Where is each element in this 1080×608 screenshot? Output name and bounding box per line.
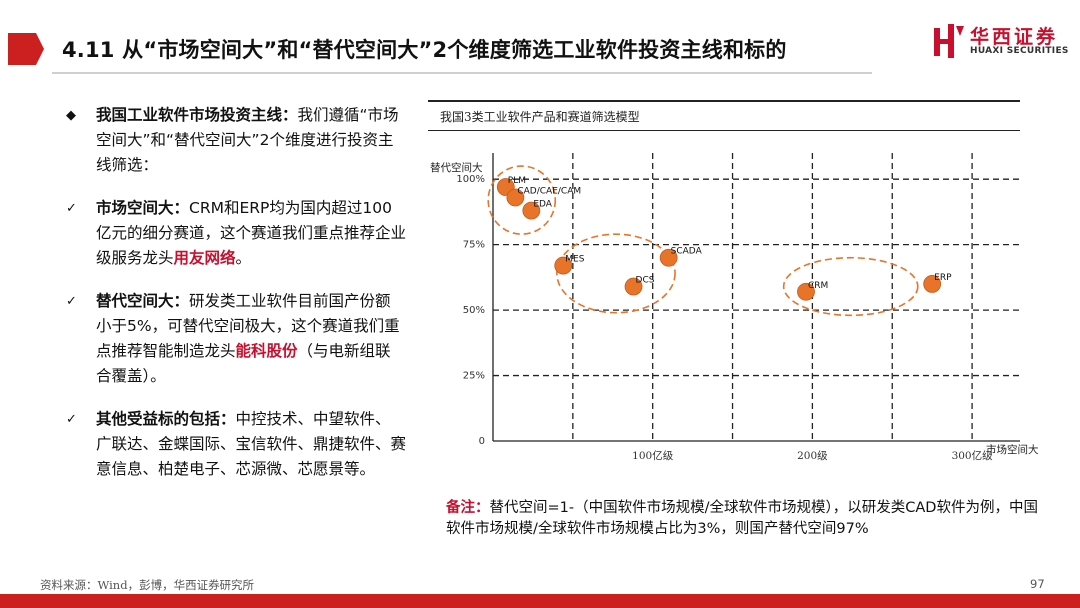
check-bullet-icon: ✓ xyxy=(66,201,77,216)
bullet-item: ✓ 其他受益标的包括：中控技术、中望软件、广联达、金蝶国际、宝信软件、鼎捷软件、… xyxy=(66,407,406,482)
y-tick-label: 0 xyxy=(479,436,485,447)
bullet-text: 研发类工业软件目前国产份额小于5%，可替代空间极大，这个赛道我们重点推荐智能制造… xyxy=(96,292,400,360)
logo-text-en: HUAXI SECURITIES xyxy=(970,46,1069,56)
data-point-label: SCADA xyxy=(671,247,703,257)
bullet-list: ◆ 我国工业软件市场投资主线：我们遵循“市场空间大”和“替代空间大”2个维度进行… xyxy=(66,103,406,500)
logo-text-cn: 华西证券 xyxy=(970,26,1059,48)
x-tick-label: 300亿级 xyxy=(952,449,994,462)
data-point-label: MES xyxy=(565,255,584,265)
chart-panel: 我国3类工业软件产品和赛道筛选模型 0 25% 50% 75% 100% 100亿级 200… xyxy=(428,98,1048,470)
group-ellipse xyxy=(487,165,557,235)
bullet-item: ✓ 替代空间大：研发类工业软件目前国产份额小于5%，可替代空间极大，这个赛道我们… xyxy=(66,289,406,389)
chart-note: 备注：替代空间=1-（中国软件市场规模/全球软件市场规模），以研发类CAD软件为… xyxy=(446,498,1046,540)
bullet-label: 我国工业软件市场投资主线： xyxy=(96,106,298,124)
check-bullet-icon: ✓ xyxy=(66,294,77,309)
data-point xyxy=(554,256,573,275)
data-point xyxy=(624,277,643,296)
bullet-item: ✓ 市场空间大：CRM和ERP均为国内超过100亿元的细分赛道，这个赛道我们重点… xyxy=(66,196,406,271)
data-point-label: CAD/CAE/CAM xyxy=(517,187,581,197)
bullet-tail: 。 xyxy=(235,249,252,267)
bullet-tail: （与电新组联合覆盖）。 xyxy=(96,342,391,385)
y-tick-label: 25% xyxy=(463,371,485,382)
data-point-label: EDA xyxy=(533,200,552,210)
title-divider xyxy=(52,72,872,74)
bullet-text: 我们遵循“市场空间大”和“替代空间大”2个维度进行投资主线筛选： xyxy=(96,106,399,174)
x-axis-label: 市场空间大 xyxy=(986,443,1039,456)
y-tick-label: 75% xyxy=(463,240,485,251)
note-label: 备注： xyxy=(446,500,490,516)
diamond-bullet-icon: ◆ xyxy=(66,108,76,123)
bullet-text: 中控技术、中望软件、广联达、金蝶国际、宝信软件、鼎捷软件、赛意信息、柏楚电子、芯… xyxy=(96,410,407,478)
huaxi-logo-icon xyxy=(934,24,964,58)
title-bar: 4.11 从“市场空间大”和“替代空间大”2个维度筛选工业软件投资主线和标的 xyxy=(0,26,880,74)
bullet-text: CRM和ERP均为国内超过100亿元的细分赛道，这个赛道我们重点推荐企业级服务龙… xyxy=(96,199,407,267)
bullet-label: 市场空间大： xyxy=(96,199,190,217)
data-point-label: ERP xyxy=(934,273,952,283)
x-tick-label: 100亿级 xyxy=(632,449,674,462)
data-point xyxy=(923,275,942,293)
title-accent-shape xyxy=(8,33,44,65)
y-axis-label: 替代空间大 xyxy=(430,161,483,174)
bullet-label: 替代空间大： xyxy=(96,292,190,310)
data-point xyxy=(522,201,541,220)
y-tick-label: 100% xyxy=(456,174,485,185)
note-text: 替代空间=1-（中国软件市场规模/全球软件市场规模），以研发类CAD软件为例，中… xyxy=(446,500,1038,537)
bullet-item: ◆ 我国工业软件市场投资主线：我们遵循“市场空间大”和“替代空间大”2个维度进行… xyxy=(66,103,406,178)
data-point xyxy=(506,188,525,207)
data-point xyxy=(797,282,815,301)
bullet-label: 其他受益标的包括： xyxy=(96,410,236,428)
group-ellipse xyxy=(782,256,919,317)
group-ellipse xyxy=(556,233,676,314)
data-point xyxy=(659,248,678,267)
data-point-label: DCS xyxy=(636,276,655,286)
company-logo: 华西证券 HUAXI SECURITIES xyxy=(934,22,1074,62)
chart-top-rule xyxy=(428,100,1020,102)
page-title: 4.11 从“市场空间大”和“替代空间大”2个维度筛选工业软件投资主线和标的 xyxy=(62,38,787,62)
chart-title-rule xyxy=(428,130,1020,131)
bullet-highlight: 用友网络 xyxy=(173,249,236,267)
footer-bar xyxy=(0,594,1080,608)
x-tick-label: 200级 xyxy=(797,450,828,462)
check-bullet-icon: ✓ xyxy=(66,412,77,427)
y-tick-label: 50% xyxy=(463,305,485,316)
source-footnote: 资料来源：Wind，彭博，华西证券研究所 xyxy=(40,578,255,592)
data-point-label: CRM xyxy=(808,281,828,291)
chart-title: 我国3类工业软件产品和赛道筛选模型 xyxy=(440,110,640,124)
data-point-label: PLM xyxy=(508,176,526,186)
bullet-highlight: 能科股份 xyxy=(235,342,298,360)
page-number: 97 xyxy=(1030,577,1045,591)
